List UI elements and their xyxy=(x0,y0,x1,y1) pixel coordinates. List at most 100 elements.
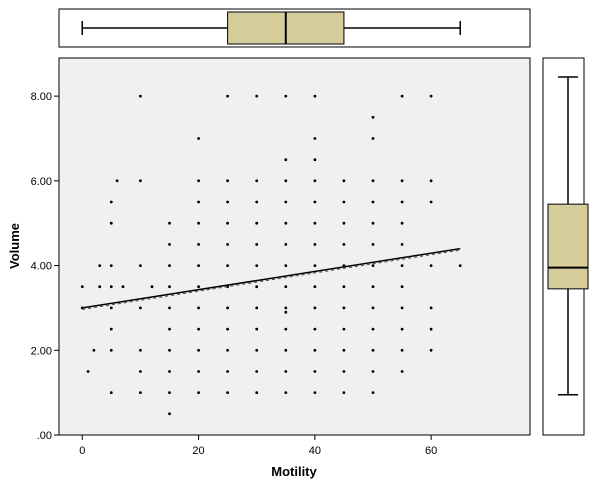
data-point xyxy=(168,348,171,352)
data-point xyxy=(255,94,259,98)
fit-line-interval xyxy=(82,249,461,310)
data-point xyxy=(429,94,433,98)
data-point xyxy=(115,179,119,183)
data-point xyxy=(226,243,230,246)
data-point xyxy=(284,285,288,289)
y-axis-ticks: .00 2.00 4.00 6.00 8.00 xyxy=(31,91,59,442)
data-point xyxy=(139,94,142,98)
data-point xyxy=(255,327,259,331)
data-point xyxy=(197,200,201,204)
fit-line xyxy=(82,247,461,309)
x-tick-label: 40 xyxy=(309,445,321,457)
data-point xyxy=(400,285,404,289)
data-point xyxy=(197,348,201,352)
scatter-points xyxy=(80,94,462,416)
data-point xyxy=(197,285,201,289)
data-point xyxy=(313,94,317,98)
x-axis-title: Motility xyxy=(271,464,317,479)
data-point xyxy=(168,327,171,331)
data-point xyxy=(371,306,375,310)
data-point xyxy=(342,391,346,394)
box-iqr xyxy=(547,203,589,290)
y-axis-title: Volume xyxy=(7,223,22,269)
data-point xyxy=(284,327,288,331)
data-point xyxy=(197,306,201,310)
data-point xyxy=(226,285,230,289)
data-point xyxy=(313,200,317,204)
data-point xyxy=(226,179,230,183)
data-point xyxy=(371,285,375,289)
x-tick-label: 60 xyxy=(425,445,437,457)
data-point xyxy=(255,285,259,289)
x-axis-ticks: 0 20 40 60 xyxy=(79,435,437,457)
data-point xyxy=(168,306,171,310)
data-point xyxy=(197,137,201,140)
data-point xyxy=(313,391,317,394)
data-point xyxy=(313,285,317,289)
data-point xyxy=(80,285,84,289)
data-point xyxy=(168,221,171,225)
data-point xyxy=(400,306,404,310)
data-point xyxy=(342,348,346,352)
data-point xyxy=(109,221,113,225)
data-point xyxy=(284,221,288,225)
data-point xyxy=(197,221,201,225)
y-tick-label: 8.00 xyxy=(31,91,52,103)
main-plot: 0 20 40 60 .00 2.00 4.00 6.00 8.00 xyxy=(31,57,531,457)
data-point xyxy=(284,264,288,267)
data-point xyxy=(400,179,404,183)
data-point xyxy=(313,327,317,331)
data-point xyxy=(284,306,288,310)
data-point xyxy=(226,348,230,352)
data-point xyxy=(313,221,317,225)
data-point xyxy=(92,348,96,352)
data-point xyxy=(313,158,317,162)
data-point xyxy=(371,391,375,394)
data-point xyxy=(342,179,346,183)
data-point xyxy=(109,348,113,352)
data-point xyxy=(429,264,433,267)
data-point xyxy=(139,391,142,394)
data-point xyxy=(342,370,346,373)
data-point xyxy=(255,179,259,183)
data-point xyxy=(255,200,259,204)
right-boxplot-panel xyxy=(542,57,589,436)
data-point xyxy=(98,264,102,267)
data-point xyxy=(109,327,113,331)
data-point xyxy=(150,285,154,289)
data-point xyxy=(342,306,346,310)
data-point xyxy=(284,158,288,162)
data-point xyxy=(197,243,201,246)
y-tick-label: 4.00 xyxy=(31,261,52,273)
data-point xyxy=(400,243,404,246)
data-point xyxy=(313,264,317,267)
data-point xyxy=(197,391,201,394)
data-point xyxy=(109,391,113,394)
data-point xyxy=(139,370,142,373)
data-point xyxy=(371,243,375,246)
fit-line-layer xyxy=(82,247,461,310)
x-tick-label: 20 xyxy=(192,445,204,457)
x-tick-label: 0 xyxy=(79,445,85,457)
data-point xyxy=(121,285,125,289)
data-point xyxy=(371,327,375,331)
data-point xyxy=(313,370,317,373)
data-point xyxy=(226,94,230,98)
data-point xyxy=(168,285,171,289)
data-point xyxy=(400,221,404,225)
data-point xyxy=(284,310,288,314)
data-point xyxy=(400,264,404,267)
data-point xyxy=(255,348,259,352)
plot-area xyxy=(58,57,531,436)
data-point xyxy=(371,179,375,183)
data-point xyxy=(168,412,171,416)
data-point xyxy=(342,327,346,331)
data-point xyxy=(255,306,259,310)
data-point xyxy=(109,285,113,289)
data-point xyxy=(371,370,375,373)
data-point xyxy=(109,200,113,204)
data-point xyxy=(429,348,433,352)
data-point xyxy=(226,306,230,310)
